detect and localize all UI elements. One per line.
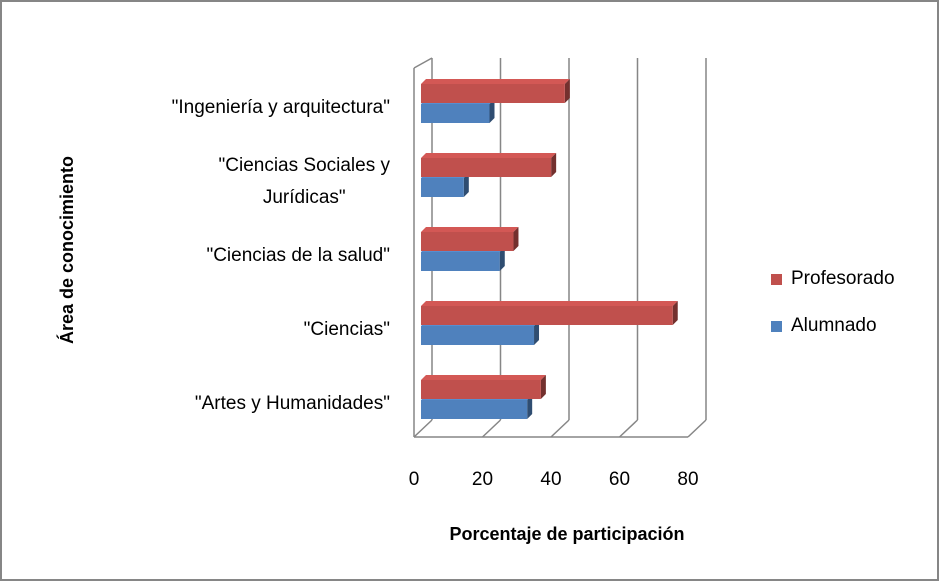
grid-line xyxy=(687,419,707,438)
y-axis-title: Área de conocimiento xyxy=(56,156,77,344)
x-tick-label: 20 xyxy=(472,469,493,490)
bar-front xyxy=(421,400,528,419)
bar-front xyxy=(421,104,490,123)
bar xyxy=(421,227,519,251)
wall-edge xyxy=(413,57,433,69)
y-tick-label: "Ingeniería y arquitectura" xyxy=(171,97,390,118)
bar-side xyxy=(489,99,495,123)
bar-front xyxy=(421,252,500,271)
grid-line xyxy=(413,419,433,438)
x-tick-label: 60 xyxy=(609,469,630,490)
bar-side xyxy=(540,375,546,399)
legend-label: Alumnado xyxy=(791,315,877,336)
bar-top xyxy=(421,79,570,84)
x-tick-label: 80 xyxy=(677,469,698,490)
y-tick-label: "Artes y Humanidades" xyxy=(194,393,390,414)
bar xyxy=(421,153,557,177)
x-tick-label: 40 xyxy=(540,469,561,490)
y-tick-label: "Ciencias de la salud" xyxy=(206,245,390,266)
bar-front xyxy=(421,84,565,103)
x-tick-label: 0 xyxy=(409,469,420,490)
legend-label: Profesorado xyxy=(791,268,895,289)
bar-side xyxy=(513,227,519,251)
x-axis-title: Porcentaje de participación xyxy=(449,524,684,544)
bar xyxy=(421,79,570,103)
bar xyxy=(421,301,678,325)
bar-top xyxy=(421,153,557,158)
bar-side xyxy=(551,153,557,177)
bar-front xyxy=(421,380,541,399)
bar-side xyxy=(527,395,533,419)
grid-line xyxy=(481,419,502,438)
bar-side xyxy=(534,321,540,345)
bar-top xyxy=(421,301,678,306)
y-tick-label: "Ciencias Sociales y Jurídicas" xyxy=(218,155,390,208)
bar-front xyxy=(421,232,514,251)
bar-top xyxy=(421,227,519,232)
bar-top xyxy=(421,375,546,380)
bar-front xyxy=(421,306,673,325)
bar-side xyxy=(463,173,469,197)
legend-swatch xyxy=(771,321,782,332)
bar-side xyxy=(672,301,678,325)
bar-front xyxy=(421,326,535,345)
bar-side xyxy=(499,247,505,271)
bar-front xyxy=(421,178,464,197)
bar-side xyxy=(564,79,570,103)
grid-line xyxy=(618,419,639,438)
legend-swatch xyxy=(771,274,782,285)
y-tick-label: "Ciencias" xyxy=(303,319,390,340)
grid-line xyxy=(550,419,570,438)
bar-front xyxy=(421,158,552,177)
bar xyxy=(421,375,546,399)
